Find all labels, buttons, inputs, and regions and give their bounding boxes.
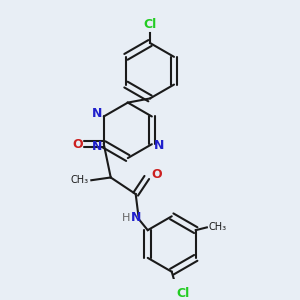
Text: O: O <box>72 138 83 151</box>
Text: Cl: Cl <box>143 17 157 31</box>
Text: N: N <box>92 107 102 120</box>
Text: H: H <box>122 213 130 223</box>
Text: O: O <box>151 168 162 181</box>
Text: CH₃: CH₃ <box>70 175 88 185</box>
Text: N: N <box>130 211 141 224</box>
Text: N: N <box>154 139 164 152</box>
Text: N: N <box>92 140 102 154</box>
Text: CH₃: CH₃ <box>208 222 226 233</box>
Text: Cl: Cl <box>176 287 189 300</box>
